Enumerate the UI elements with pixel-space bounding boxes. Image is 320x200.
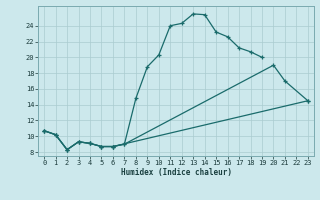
X-axis label: Humidex (Indice chaleur): Humidex (Indice chaleur) [121, 168, 231, 177]
